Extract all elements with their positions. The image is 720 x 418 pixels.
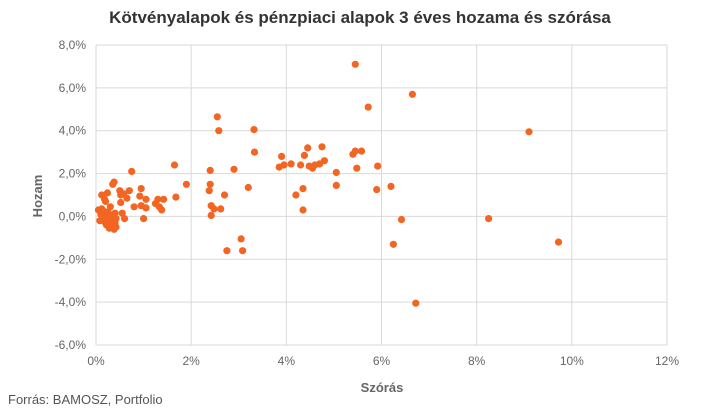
data-point bbox=[217, 205, 225, 213]
data-point bbox=[374, 162, 382, 170]
data-point bbox=[287, 160, 295, 168]
data-point bbox=[332, 181, 340, 189]
data-point bbox=[230, 165, 238, 173]
data-point bbox=[130, 203, 138, 211]
data-point bbox=[237, 235, 245, 243]
x-tick-label: 6% bbox=[373, 354, 391, 368]
x-axis-title: Szórás bbox=[361, 380, 404, 395]
x-tick-label: 4% bbox=[278, 354, 296, 368]
data-point bbox=[387, 182, 395, 190]
source-note: Forrás: BAMOSZ, Portfolio bbox=[8, 392, 163, 407]
data-point bbox=[125, 187, 133, 195]
grid-lines bbox=[95, 44, 668, 346]
y-tick-label: 8,0% bbox=[59, 38, 87, 52]
data-point bbox=[112, 223, 120, 231]
data-point bbox=[170, 161, 179, 169]
data-points bbox=[94, 60, 563, 307]
data-point bbox=[206, 166, 214, 174]
data-point bbox=[525, 128, 533, 136]
data-point bbox=[299, 185, 307, 193]
x-tick-label: 10% bbox=[560, 354, 584, 368]
data-point bbox=[103, 189, 111, 197]
data-point bbox=[123, 194, 131, 202]
data-point bbox=[244, 183, 252, 192]
data-point bbox=[220, 191, 229, 199]
data-point bbox=[250, 148, 259, 156]
data-point bbox=[140, 215, 148, 223]
data-point bbox=[485, 215, 493, 223]
data-point bbox=[210, 205, 218, 213]
y-tick-label: -2,0% bbox=[55, 252, 87, 266]
data-point bbox=[137, 185, 145, 193]
data-point bbox=[158, 206, 166, 214]
y-tick-label: -4,0% bbox=[55, 295, 87, 309]
data-point bbox=[206, 180, 214, 188]
data-point bbox=[111, 209, 119, 217]
y-tick-label: 4,0% bbox=[59, 124, 87, 138]
data-point bbox=[408, 90, 416, 98]
data-point bbox=[215, 127, 223, 135]
x-tick-label: 12% bbox=[655, 354, 679, 368]
data-point bbox=[332, 168, 340, 177]
data-point bbox=[304, 144, 312, 152]
data-point bbox=[160, 195, 168, 203]
data-point bbox=[357, 147, 366, 155]
data-point bbox=[213, 113, 221, 121]
y-tick-label: 0,0% bbox=[59, 209, 87, 223]
data-point bbox=[142, 204, 150, 212]
data-point bbox=[300, 151, 308, 159]
data-point bbox=[280, 161, 288, 169]
data-point bbox=[318, 143, 326, 151]
x-tick-labels: 0% 2% 4% 6% 8% 10% 12% bbox=[87, 354, 679, 368]
data-point bbox=[278, 152, 286, 160]
x-tick-label: 8% bbox=[468, 354, 486, 368]
data-point bbox=[172, 193, 180, 201]
data-point bbox=[364, 103, 372, 111]
y-tick-label: 2,0% bbox=[59, 167, 87, 181]
y-tick-labels: 8,0% 6,0% 4,0% 2,0% 0,0% -2,0% -4,0% -6,0% bbox=[55, 38, 87, 352]
data-point bbox=[389, 240, 397, 248]
data-point bbox=[136, 192, 144, 200]
data-point bbox=[117, 198, 125, 207]
data-point bbox=[412, 299, 420, 307]
data-point bbox=[351, 147, 359, 155]
data-point bbox=[110, 178, 118, 186]
data-point bbox=[142, 195, 150, 203]
data-point bbox=[554, 238, 563, 246]
data-point bbox=[120, 215, 129, 223]
data-point bbox=[292, 191, 300, 199]
data-point bbox=[223, 247, 231, 255]
y-tick-label: -6,0% bbox=[55, 338, 87, 352]
data-point bbox=[239, 247, 247, 255]
data-point bbox=[118, 209, 126, 217]
data-point bbox=[106, 203, 114, 211]
data-point bbox=[182, 180, 190, 188]
data-point bbox=[112, 215, 120, 223]
data-point bbox=[250, 126, 258, 134]
data-point bbox=[297, 161, 305, 169]
data-point bbox=[299, 206, 307, 214]
x-tick-label: 0% bbox=[87, 354, 105, 368]
x-tick-label: 2% bbox=[182, 354, 200, 368]
data-point bbox=[128, 167, 136, 175]
data-point bbox=[320, 157, 328, 165]
data-point bbox=[397, 216, 406, 224]
data-point bbox=[353, 164, 361, 172]
y-axis-title: Hozam bbox=[30, 175, 45, 218]
data-point bbox=[351, 60, 359, 68]
data-point bbox=[205, 187, 213, 195]
data-point bbox=[207, 211, 215, 219]
data-point bbox=[373, 186, 381, 194]
data-point bbox=[101, 197, 110, 205]
data-point bbox=[154, 195, 162, 203]
chart-title: Kötvényalapok és pénzpiaci alapok 3 éves… bbox=[109, 8, 611, 27]
y-tick-label: 6,0% bbox=[59, 81, 87, 95]
